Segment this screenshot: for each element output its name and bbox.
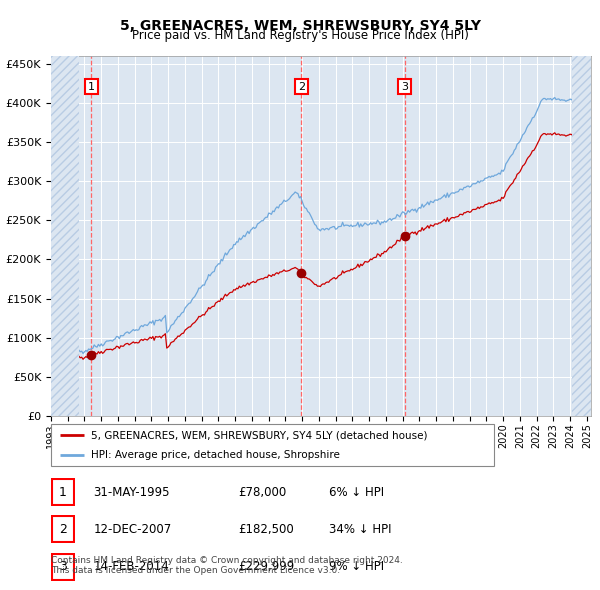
Bar — [572, 56, 594, 416]
Text: 9% ↓ HPI: 9% ↓ HPI — [329, 560, 384, 573]
Text: £229,999: £229,999 — [238, 560, 294, 573]
Text: HPI: Average price, detached house, Shropshire: HPI: Average price, detached house, Shro… — [91, 450, 340, 460]
Text: £182,500: £182,500 — [238, 523, 293, 536]
Text: 12-DEC-2007: 12-DEC-2007 — [94, 523, 172, 536]
Text: £78,000: £78,000 — [238, 486, 286, 499]
Text: 5, GREENACRES, WEM, SHREWSBURY, SY4 5LY: 5, GREENACRES, WEM, SHREWSBURY, SY4 5LY — [119, 19, 481, 33]
Text: 14-FEB-2014: 14-FEB-2014 — [94, 560, 169, 573]
Text: 1: 1 — [88, 81, 95, 91]
Text: 1: 1 — [59, 486, 67, 499]
Text: Price paid vs. HM Land Registry's House Price Index (HPI): Price paid vs. HM Land Registry's House … — [131, 30, 469, 42]
FancyBboxPatch shape — [51, 424, 494, 466]
Text: Contains HM Land Registry data © Crown copyright and database right 2024.
This d: Contains HM Land Registry data © Crown c… — [51, 556, 403, 575]
Text: 2: 2 — [59, 523, 67, 536]
Text: 5, GREENACRES, WEM, SHREWSBURY, SY4 5LY (detached house): 5, GREENACRES, WEM, SHREWSBURY, SY4 5LY … — [91, 430, 427, 440]
FancyBboxPatch shape — [52, 516, 74, 542]
Text: 34% ↓ HPI: 34% ↓ HPI — [329, 523, 391, 536]
Text: 31-MAY-1995: 31-MAY-1995 — [94, 486, 170, 499]
FancyBboxPatch shape — [52, 479, 74, 505]
Bar — [51, 56, 79, 416]
FancyBboxPatch shape — [52, 554, 74, 580]
Text: 2: 2 — [298, 81, 305, 91]
Text: 6% ↓ HPI: 6% ↓ HPI — [329, 486, 384, 499]
Text: 3: 3 — [59, 560, 67, 573]
Text: 3: 3 — [401, 81, 408, 91]
